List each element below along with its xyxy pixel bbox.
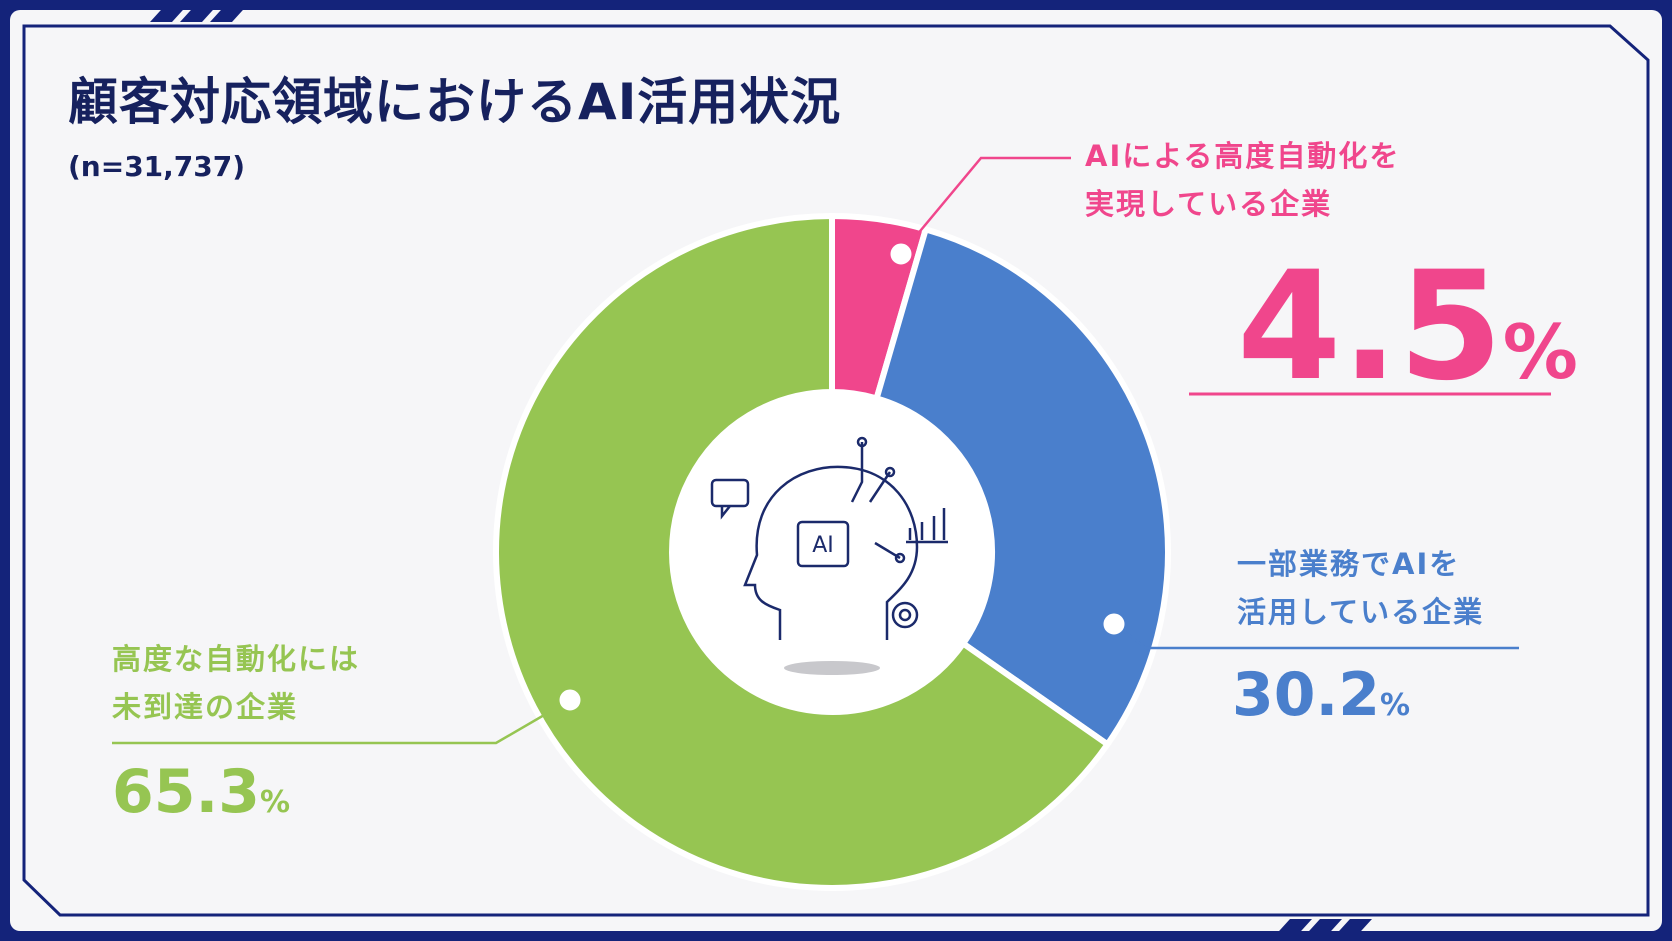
leader-dot [1100,610,1128,638]
legend-label: 高度な自動化には 未到達の企業 [112,642,361,724]
frame [22,24,1650,917]
numbers: 4.5% 30.2% 65.3% [112,240,1578,827]
subtitle: (n=31,737) [68,150,246,183]
legend-label: AIによる高度自動化を 実現している企業 [1085,139,1401,221]
value-label: 4.5% [1237,240,1578,414]
shadow [784,661,880,675]
leader-line [900,156,1071,255]
leader-dot [887,240,915,268]
svg-text:AI: AI [812,533,834,558]
value-label: 30.2% [1232,660,1410,730]
leaders [112,156,1551,745]
legend-label: 一部業務でAIを 活用している企業 [1237,547,1485,629]
value-label: 65.3% [112,757,290,827]
deco [150,0,1372,941]
center [672,392,992,712]
title: 顧客対応領域におけるAI活用状況 [68,73,842,131]
leader-line [112,698,571,745]
leader-dot [556,686,584,714]
donut [493,212,1171,891]
ai-icon: AI [710,436,948,640]
